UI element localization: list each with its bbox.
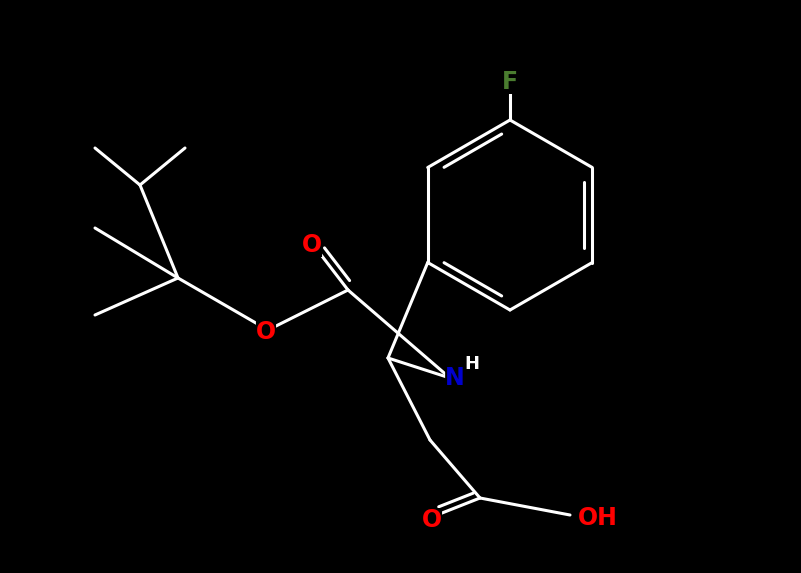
Text: OH: OH xyxy=(578,506,618,530)
Text: N: N xyxy=(445,366,465,390)
Text: F: F xyxy=(502,70,518,94)
Text: O: O xyxy=(256,320,276,344)
Text: H: H xyxy=(465,355,480,373)
Text: O: O xyxy=(422,508,442,532)
Text: O: O xyxy=(302,233,322,257)
